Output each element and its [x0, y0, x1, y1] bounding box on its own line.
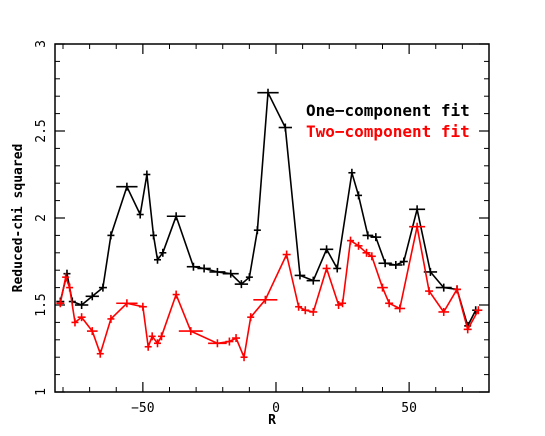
x-tick-label: −50 — [131, 401, 154, 416]
data-point — [143, 170, 151, 179]
data-point — [474, 306, 483, 315]
data-point — [222, 269, 239, 278]
data-point — [399, 257, 408, 266]
y-tick-label: 3 — [34, 40, 49, 48]
data-point — [209, 267, 226, 276]
data-point — [240, 353, 248, 362]
y-axis-label: Reduced-chi squared — [11, 144, 26, 293]
data-point — [116, 299, 138, 308]
data-point — [354, 241, 363, 250]
data-point — [158, 332, 166, 341]
data-point — [347, 236, 355, 245]
data-point — [409, 222, 426, 231]
data-point — [378, 259, 392, 268]
plot-frame — [54, 43, 490, 393]
data-point — [463, 325, 472, 334]
data-point — [208, 339, 227, 348]
data-point — [362, 231, 374, 240]
data-point — [425, 287, 434, 296]
data-point — [295, 302, 303, 311]
data-point — [438, 307, 450, 316]
data-point — [150, 231, 158, 240]
data-point — [77, 313, 86, 322]
data-point — [453, 285, 462, 294]
data-point — [197, 264, 211, 273]
data-point — [96, 349, 104, 358]
data-point — [294, 271, 306, 280]
data-point — [335, 301, 343, 309]
series-2 — [56, 222, 483, 362]
data-point — [348, 168, 356, 177]
y-tick-label: 2 — [34, 214, 49, 222]
data-point — [394, 304, 406, 313]
data-point — [225, 337, 234, 346]
series-layer — [56, 88, 483, 362]
data-point — [319, 245, 334, 254]
data-point — [257, 88, 279, 97]
data-point — [159, 248, 167, 257]
data-point — [56, 299, 65, 308]
data-point — [63, 269, 71, 278]
data-point — [247, 313, 255, 322]
series-1 — [56, 88, 480, 330]
series-line — [59, 91, 477, 327]
data-point — [253, 226, 261, 235]
data-point — [389, 260, 403, 269]
data-point — [362, 248, 371, 257]
data-point — [107, 314, 115, 323]
data-point — [186, 262, 201, 271]
y-tick-label: 1 — [34, 388, 49, 396]
x-tick-label: 0 — [272, 401, 280, 416]
y-tick-label: 1.5 — [34, 293, 49, 316]
data-point — [172, 290, 180, 299]
data-point — [116, 182, 138, 191]
data-point — [154, 255, 162, 264]
data-point — [144, 342, 152, 351]
data-point — [322, 264, 331, 273]
data-point — [86, 327, 98, 336]
data-point — [74, 301, 89, 309]
data-point — [98, 283, 107, 292]
data-point — [306, 276, 320, 285]
series-line — [59, 225, 480, 359]
axis-ticks — [55, 43, 490, 393]
data-point — [107, 231, 115, 240]
data-point — [253, 295, 278, 304]
data-point — [178, 327, 203, 336]
data-point — [85, 292, 99, 301]
data-point — [138, 302, 147, 311]
data-point — [278, 123, 292, 132]
data-point — [409, 205, 426, 214]
x-axis-label: R — [268, 413, 276, 428]
data-point — [148, 332, 156, 341]
data-point — [166, 212, 186, 221]
data-point — [367, 252, 376, 261]
data-point — [282, 250, 291, 259]
data-point — [245, 273, 253, 282]
data-point — [355, 191, 363, 200]
tick-labels: −50 0 50 1 1.5 2 2.5 3 — [34, 40, 417, 416]
x-tick-label: 50 — [401, 401, 417, 416]
data-point — [370, 233, 382, 242]
data-point — [62, 273, 70, 282]
legend-one-component: One−component fit — [306, 101, 470, 120]
data-point — [234, 280, 249, 289]
data-point — [339, 299, 347, 308]
data-point — [333, 264, 342, 273]
data-point — [136, 210, 144, 219]
y-tick-label: 2.5 — [34, 119, 49, 142]
data-point — [154, 339, 162, 348]
legend-two-component: Two−component fit — [306, 122, 470, 141]
data-point — [309, 307, 318, 316]
data-point — [232, 334, 241, 343]
data-point — [377, 283, 388, 292]
data-point — [385, 299, 394, 308]
data-point — [71, 318, 79, 327]
data-point — [435, 283, 452, 292]
data-point — [66, 283, 74, 292]
data-point — [301, 306, 310, 315]
